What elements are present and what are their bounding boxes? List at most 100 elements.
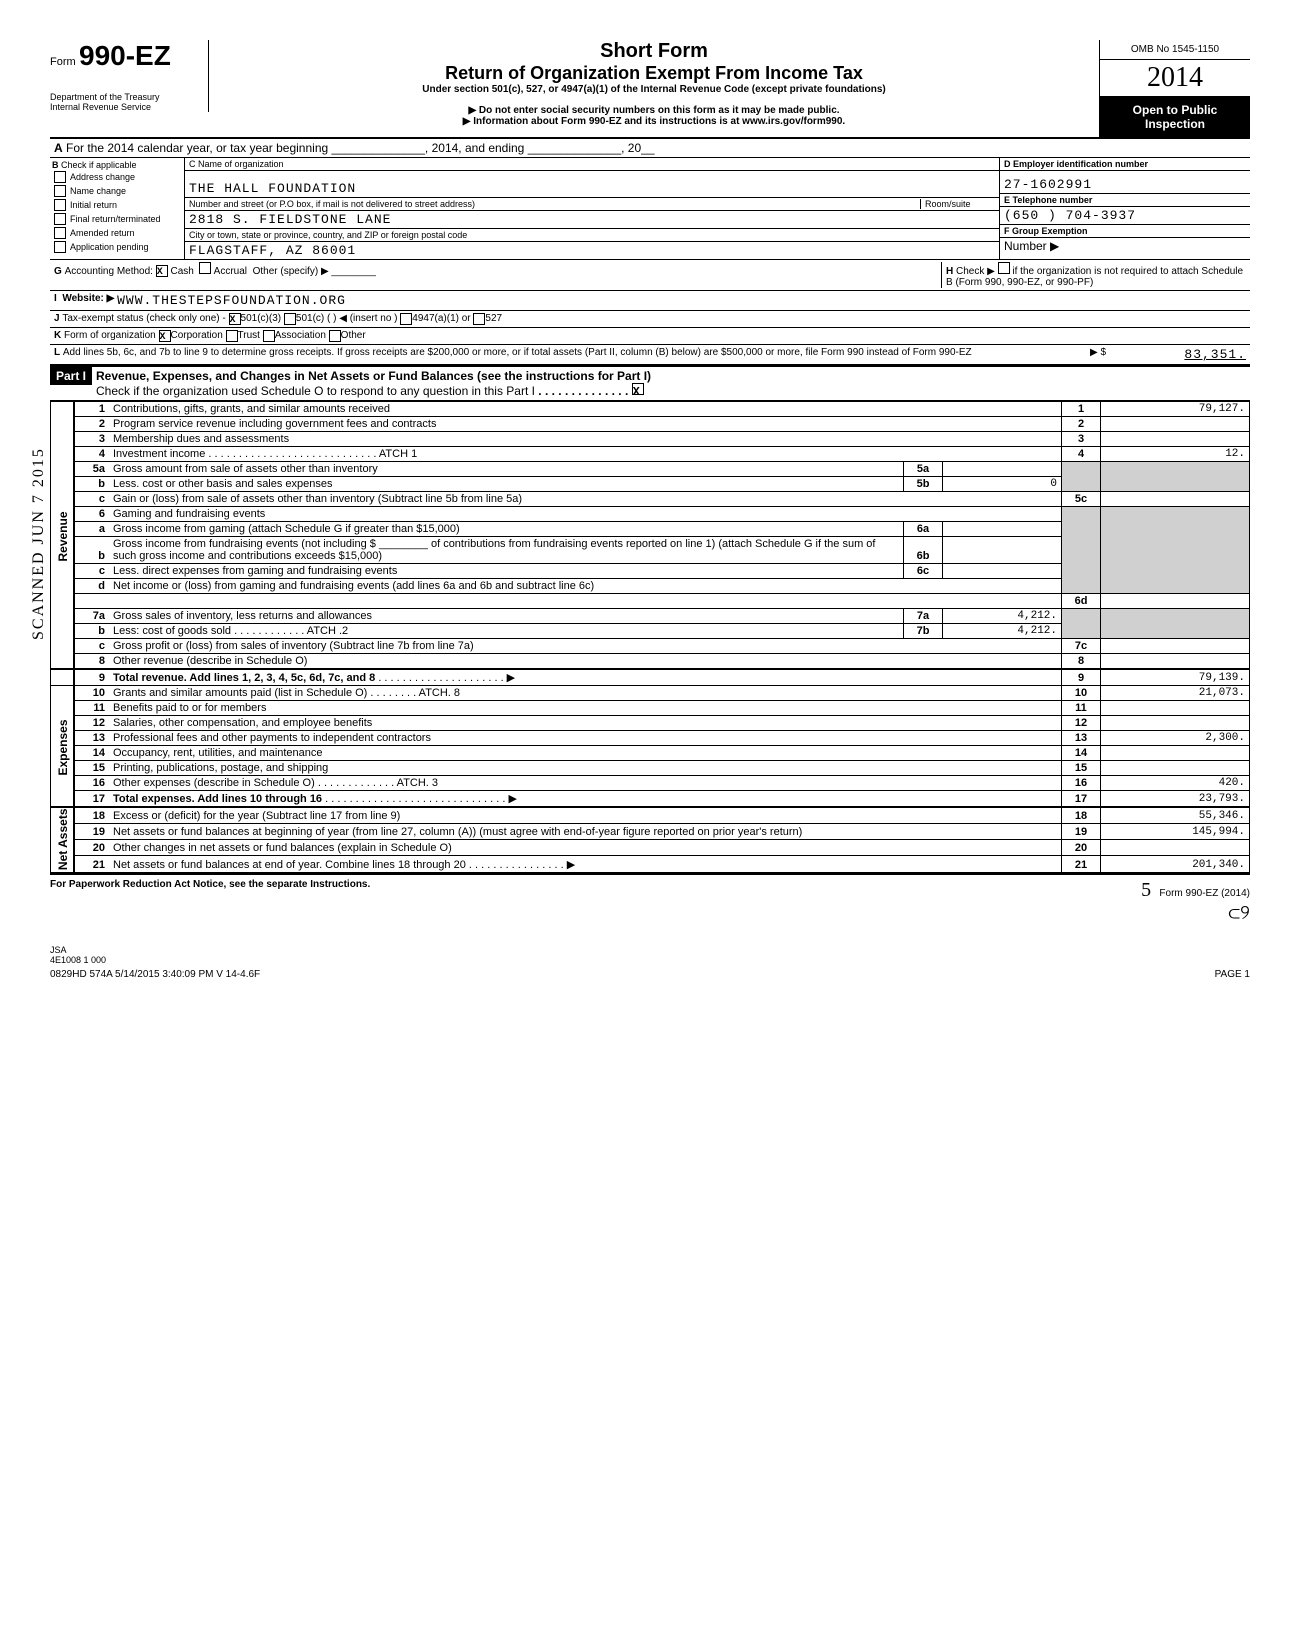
r3-desc: Membership dues and assessments — [113, 433, 289, 445]
hand-5: 5 — [1141, 879, 1151, 901]
cb-amended[interactable] — [54, 227, 66, 239]
cb-pending[interactable] — [54, 241, 66, 253]
k-trust: Trust — [238, 330, 260, 342]
j-4947: 4947(a)(1) or — [412, 313, 470, 325]
line-l: L Add lines 5b, 6c, and 7b to line 9 to … — [50, 345, 1250, 365]
cb-cash[interactable]: X — [156, 265, 168, 277]
cb-accrual[interactable] — [199, 262, 211, 274]
r21-amt: 201,340. — [1101, 855, 1250, 872]
f-label: F Group Exemption — [1004, 226, 1088, 236]
org-name: THE HALL FOUNDATION — [185, 171, 999, 198]
part1-title: Revenue, Expenses, and Changes in Net As… — [96, 369, 651, 383]
cb-schedO[interactable]: X — [632, 383, 644, 395]
footer-code: 4E1008 1 000 — [50, 955, 1250, 965]
cb-h[interactable] — [998, 262, 1010, 274]
title-ssn: Do not enter social security numbers on … — [217, 105, 1091, 116]
c-name-label: C Name of organization — [185, 158, 999, 171]
cb-trust[interactable] — [226, 330, 238, 342]
footer-bottom: 0829HD 574A 5/14/2015 3:40:09 PM V 14-4.… — [50, 969, 260, 980]
r6d-amt — [1101, 594, 1250, 609]
r17-desc: Total expenses. Add lines 10 through 16 — [113, 793, 322, 805]
r7c-amt — [1101, 639, 1250, 654]
cb-name[interactable] — [54, 185, 66, 197]
omb-number: OMB No 1545-1150 — [1100, 40, 1250, 60]
title-info: Information about Form 990-EZ and its in… — [217, 116, 1091, 127]
b-label: Check if applicable — [61, 160, 137, 170]
r18-desc: Excess or (deficit) for the year (Subtra… — [113, 810, 400, 822]
r6a-desc: Gross income from gaming (attach Schedul… — [109, 522, 904, 536]
form-number: 990-EZ — [79, 40, 171, 71]
r5b-desc: Less. cost or other basis and sales expe… — [109, 477, 904, 491]
r20-amt — [1101, 839, 1250, 855]
r14-amt — [1101, 746, 1250, 761]
r1-amt: 79,127. — [1101, 402, 1250, 417]
r14-desc: Occupancy, rent, utilities, and maintena… — [113, 747, 323, 759]
cb-4947[interactable] — [400, 313, 412, 325]
g-label: Accounting Method: — [65, 266, 153, 277]
scanned-stamp: SCANNED JUN 7 2015 — [30, 447, 48, 640]
r12-amt — [1101, 716, 1250, 731]
r4-amt: 12. — [1101, 447, 1250, 462]
line-j: J Tax-exempt status (check only one) - X… — [50, 311, 1250, 328]
r4-desc: Investment income . . . . . . . . . . . … — [113, 448, 417, 460]
side-netassets: Net Assets — [51, 807, 75, 872]
cb-corp[interactable]: X — [159, 330, 171, 342]
b-final: Final return/terminated — [70, 214, 161, 224]
title-return: Return of Organization Exempt From Incom… — [217, 63, 1091, 84]
r2-desc: Program service revenue including govern… — [113, 418, 436, 430]
r6a-amt — [943, 522, 1062, 536]
r9-desc: Total revenue. Add lines 1, 2, 3, 4, 5c,… — [113, 672, 375, 684]
j-527: 527 — [485, 313, 502, 325]
r20-desc: Other changes in net assets or fund bala… — [113, 842, 452, 854]
r8-desc: Other revenue (describe in Schedule O) — [113, 655, 307, 667]
r11-desc: Benefits paid to or for members — [113, 702, 266, 714]
r15-desc: Printing, publications, postage, and shi… — [113, 762, 328, 774]
cb-final[interactable] — [54, 213, 66, 225]
r8-amt — [1101, 654, 1250, 670]
org-city: FLAGSTAFF, AZ 86001 — [185, 242, 999, 259]
r19-amt: 145,994. — [1101, 823, 1250, 839]
cb-other-org[interactable] — [329, 330, 341, 342]
j-label: Tax-exempt status (check only one) - — [62, 313, 225, 325]
title-section: Under section 501(c), 527, or 4947(a)(1)… — [217, 84, 1091, 95]
b-address: Address change — [70, 172, 135, 182]
line-a: A For the 2014 calendar year, or tax yea… — [50, 139, 1250, 158]
r6c-amt — [943, 564, 1062, 578]
form-label: Form — [50, 56, 76, 68]
k-assoc: Association — [275, 330, 326, 342]
line-k: K Form of organization X Corporation Tru… — [50, 328, 1250, 345]
website: WWW.THESTEPSFOUNDATION.ORG — [117, 293, 346, 308]
r21-desc: Net assets or fund balances at end of ye… — [113, 859, 466, 871]
b-name: Name change — [70, 186, 126, 196]
r15-amt — [1101, 761, 1250, 776]
cb-501c3[interactable]: X — [229, 313, 241, 325]
cb-501c[interactable] — [284, 313, 296, 325]
cb-527[interactable] — [473, 313, 485, 325]
r11-amt — [1101, 701, 1250, 716]
d-label: D Employer identification number — [1004, 159, 1148, 169]
r6b-amt — [943, 537, 1062, 563]
r5c-amt — [1101, 492, 1250, 507]
r10-amt: 21,073. — [1101, 686, 1250, 701]
r13-amt: 2,300. — [1101, 731, 1250, 746]
h-label: Check ▶ — [956, 266, 995, 277]
b-pending: Application pending — [70, 242, 149, 252]
side-expenses: Expenses — [51, 686, 75, 808]
title-shortform: Short Form — [217, 40, 1091, 63]
footer-jsa: JSA — [50, 945, 1250, 955]
section-bcdef: B Check if applicable Address change Nam… — [50, 158, 1250, 260]
footer-paperwork: For Paperwork Reduction Act Notice, see … — [50, 879, 370, 925]
line-a-text: For the 2014 calendar year, or tax year … — [66, 141, 655, 155]
g-accrual: Accrual — [214, 266, 247, 277]
r6d-desc: Net income or (loss) from gaming and fun… — [113, 580, 594, 592]
cb-assoc[interactable] — [263, 330, 275, 342]
cb-initial[interactable] — [54, 199, 66, 211]
footer-page: PAGE 1 — [1215, 969, 1250, 980]
hand-initials: ⊂୨ — [1228, 902, 1250, 925]
r13-desc: Professional fees and other payments to … — [113, 732, 431, 744]
cb-address[interactable] — [54, 171, 66, 183]
l-arrow: ▶ $ — [1090, 347, 1106, 362]
r5a-amt — [943, 462, 1062, 476]
part1-label: Part I — [50, 367, 92, 385]
r6-desc: Gaming and fundraising events — [113, 508, 265, 520]
